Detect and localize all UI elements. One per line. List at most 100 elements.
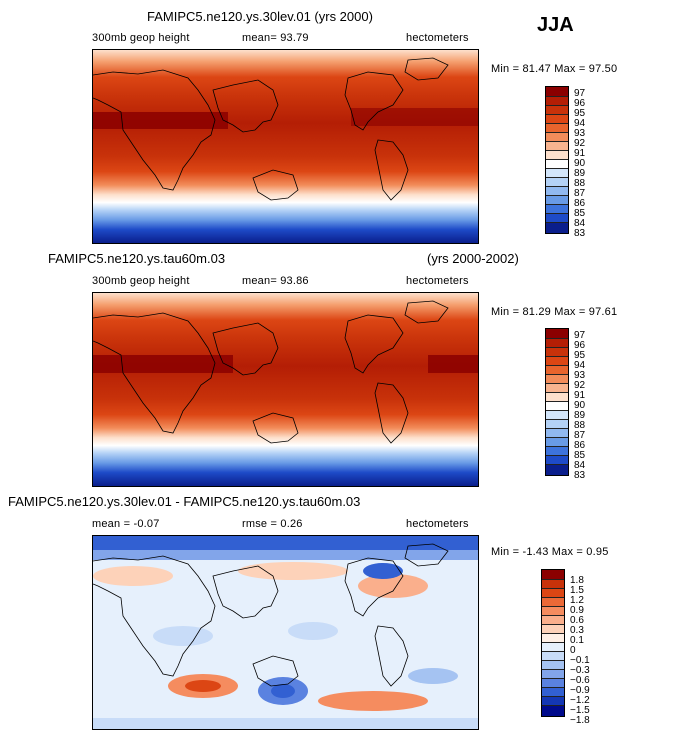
panel3-cbar-label: −0.1 xyxy=(570,655,590,666)
panel2-cbar-box xyxy=(546,420,568,429)
panel1-cbar-box xyxy=(546,133,568,142)
panel3-cbar-box xyxy=(542,580,564,589)
panel3-cbar-box xyxy=(542,589,564,598)
panel1-cbar-label: 88 xyxy=(574,178,586,189)
panel2-cbar-label: 97 xyxy=(574,330,586,341)
panel1-max-band-west xyxy=(93,112,228,129)
panel2-cbar-label: 85 xyxy=(574,450,586,461)
panel2-field xyxy=(93,293,478,486)
panel2-cbar-box xyxy=(546,438,568,447)
panel1-map-svg xyxy=(93,50,478,243)
panel3-cbar-label: 0.6 xyxy=(570,615,584,626)
panel3-rmse-label: rmse = 0.26 xyxy=(242,518,303,530)
panel1-cbar-label: 87 xyxy=(574,188,586,199)
panel3-cbar-label: −1.8 xyxy=(570,715,590,726)
panel3-anomaly xyxy=(185,680,221,692)
panel1-cbar-label: 90 xyxy=(574,158,586,169)
panel3-anomaly xyxy=(318,691,428,711)
panel2-map-svg xyxy=(93,293,478,486)
panel3-cbar-label: 1.8 xyxy=(570,575,584,586)
panel3-cbar-box xyxy=(542,607,564,616)
panel2-cbar-box xyxy=(546,348,568,357)
panel3-cbar-box xyxy=(542,706,564,716)
panel2-cbar-box xyxy=(546,456,568,465)
panel1-cbar-label: 97 xyxy=(574,88,586,99)
panel2-cbar-label: 90 xyxy=(574,400,586,411)
panel3-cbar-label: 1.5 xyxy=(570,585,584,596)
panel3-cbar-label: 1.2 xyxy=(570,595,584,606)
panel3-cbar-label: 0.9 xyxy=(570,605,584,616)
panel3-cbar-label: −1.5 xyxy=(570,705,590,716)
panel1-mean-label: mean= 93.79 xyxy=(242,32,309,44)
panel1-cbar-box xyxy=(546,106,568,115)
panel2-cbar-box xyxy=(546,357,568,366)
panel2-minmax-label: Min = 81.29 Max = 97.61 xyxy=(491,306,618,318)
panel1-cbar-label: 86 xyxy=(574,198,586,209)
panel1-minmax-label: Min = 81.47 Max = 97.50 xyxy=(491,63,618,75)
panel2-cbar-box xyxy=(546,411,568,420)
panel3-anomaly xyxy=(408,668,458,684)
panel2-cbar-label: 83 xyxy=(574,470,586,481)
panel3-cbar-box xyxy=(542,652,564,661)
panel3-cbar-box xyxy=(542,679,564,688)
panel1-cbar-box xyxy=(546,223,568,233)
panel3-anomaly xyxy=(363,563,403,579)
panel2-cbar-label: 89 xyxy=(574,410,586,421)
panel1-colorbar xyxy=(545,86,569,234)
panel2-cbar-box xyxy=(546,465,568,475)
panel3-cbar-box xyxy=(542,661,564,670)
panel3-map xyxy=(92,535,479,730)
panel3-anomaly xyxy=(288,622,338,640)
panel3-polar-north xyxy=(93,536,478,550)
panel3-polar-north-edge xyxy=(93,550,478,560)
panel3-anomaly xyxy=(358,574,428,598)
panel2-cbar-label: 92 xyxy=(574,380,586,391)
panel1-cbar-box xyxy=(546,160,568,169)
panel2-cbar-label: 88 xyxy=(574,420,586,431)
panel2-cbar-label: 95 xyxy=(574,350,586,361)
panel2-cbar-box xyxy=(546,402,568,411)
panel3-cbar-box xyxy=(542,670,564,679)
panel1-cbar-box xyxy=(546,205,568,214)
panel3-anomaly xyxy=(153,626,213,646)
panel3-cbar-label: 0.1 xyxy=(570,635,584,646)
panel1-coastlines xyxy=(93,57,449,201)
panel1-cbar-label: 83 xyxy=(574,228,586,239)
panel1-cbar-box xyxy=(546,97,568,106)
panel1-cbar-label: 85 xyxy=(574,208,586,219)
panel3-anomaly xyxy=(271,684,295,698)
panel2-cbar-label: 86 xyxy=(574,440,586,451)
panel3-units-label: hectometers xyxy=(406,518,469,530)
panel3-polar-south xyxy=(93,718,478,729)
panel3-cbar-label: −0.9 xyxy=(570,685,590,696)
panel2-title: FAMIPC5.ne120.ys.tau60m.03 xyxy=(48,251,226,266)
panel1-max-band-east xyxy=(351,108,478,126)
panel2-max-band-east xyxy=(428,355,478,373)
panel2-cbar-label: 94 xyxy=(574,360,586,371)
panel1-variable-label: 300mb geop height xyxy=(92,32,190,44)
panel3-cbar-box xyxy=(542,634,564,643)
panel2-cbar-box xyxy=(546,366,568,375)
panel1-cbar-box xyxy=(546,124,568,133)
panel3-cbar-label: 0.3 xyxy=(570,625,584,636)
panel1-cbar-label: 92 xyxy=(574,138,586,149)
panel2-units-label: hectometers xyxy=(406,275,469,287)
panel1-cbar-box xyxy=(546,187,568,196)
panel3-coastlines xyxy=(93,543,449,687)
panel2-cbar-box xyxy=(546,375,568,384)
panel2-cbar-box xyxy=(546,384,568,393)
panel1-cbar-box xyxy=(546,178,568,187)
panel2-cbar-label: 91 xyxy=(574,390,586,401)
panel1-cbar-label: 95 xyxy=(574,108,586,119)
panel2-cbar-box xyxy=(546,393,568,402)
panel3-cbar-box xyxy=(542,616,564,625)
panel2-cbar-label: 87 xyxy=(574,430,586,441)
panel2-cbar-label: 84 xyxy=(574,460,586,471)
panel3-cbar-label: −0.6 xyxy=(570,675,590,686)
panel3-mean-label: mean = -0.07 xyxy=(92,518,160,530)
panel1-cbar-label: 93 xyxy=(574,128,586,139)
panel1-units-label: hectometers xyxy=(406,32,469,44)
panel2-variable-label: 300mb geop height xyxy=(92,275,190,287)
panel1-cbar-box xyxy=(546,87,568,97)
panel2-mean-label: mean= 93.86 xyxy=(242,275,309,287)
